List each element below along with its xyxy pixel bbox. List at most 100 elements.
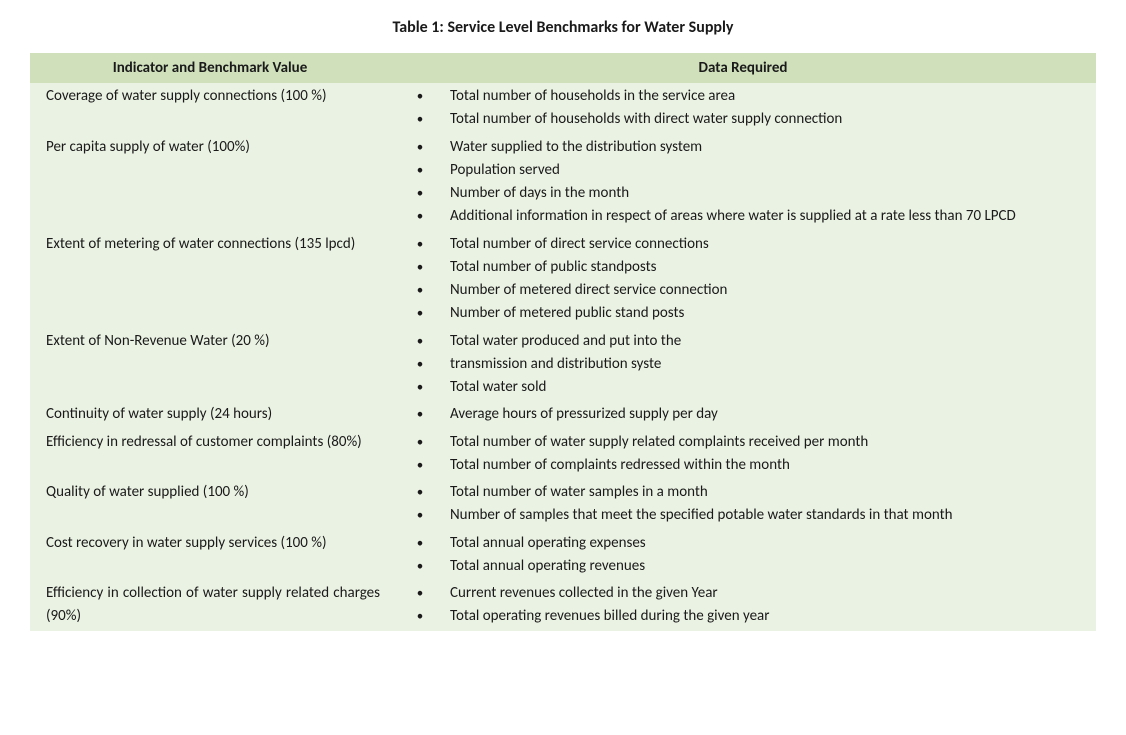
list-item-text: Average hours of pressurized supply per … <box>450 403 1086 426</box>
indicator-cell: Per capita supply of water (100%) <box>30 134 390 231</box>
list-item-text: Number of days in the month <box>450 182 1086 205</box>
indicator-cell: Quality of water supplied (100 %) <box>30 479 390 530</box>
data-required-list: •Total number of households in the servi… <box>390 85 1086 132</box>
bullet-icon: • <box>390 582 450 604</box>
bullet-icon: • <box>390 481 450 503</box>
table-header-row: Indicator and Benchmark Value Data Requi… <box>30 53 1096 83</box>
indicator-cell: Cost recovery in water supply services (… <box>30 530 390 581</box>
indicator-cell: Extent of Non-Revenue Water (20 %) <box>30 328 390 402</box>
list-item: •Total number of water samples in a mont… <box>390 481 1086 504</box>
list-item-text: Water supplied to the distribution syste… <box>450 136 1086 159</box>
list-item-text: transmission and distribution syste <box>450 353 1086 376</box>
data-required-list: •Total water produced and put into the•t… <box>390 330 1086 400</box>
list-item-text: Total water produced and put into the <box>450 330 1086 353</box>
table-row: Extent of Non-Revenue Water (20 %) •Total… <box>30 328 1096 402</box>
list-item: •Population served <box>390 159 1086 182</box>
data-required-cell: •Average hours of pressurized supply per… <box>390 401 1096 428</box>
table-row: Coverage of water supply connections (10… <box>30 83 1096 134</box>
data-required-cell: •Total annual operating expenses•Total a… <box>390 530 1096 581</box>
list-item-text: Total number of water supply related com… <box>450 431 1086 454</box>
data-required-cell: •Total number of water samples in a mont… <box>390 479 1096 530</box>
list-item-text: Number of metered public stand posts <box>450 302 1086 325</box>
indicator-cell: Efficiency in collection of water supply… <box>30 580 390 631</box>
bullet-icon: • <box>390 431 450 453</box>
indicator-cell: Continuity of water supply (24 hours) <box>30 401 390 428</box>
bullet-icon: • <box>390 532 450 554</box>
data-required-cell: •Current revenues collected in the given… <box>390 580 1096 631</box>
bullet-icon: • <box>390 85 450 107</box>
data-required-list: •Water supplied to the distribution syst… <box>390 136 1086 229</box>
indicator-cell: Extent of metering of water connections … <box>30 231 390 328</box>
list-item: •Total water sold <box>390 376 1086 399</box>
table-row: Efficiency in redressal of customer comp… <box>30 429 1096 480</box>
list-item-text: Number of samples that meet the specifie… <box>450 504 1086 527</box>
bullet-icon: • <box>390 136 450 158</box>
col-header-data: Data Required <box>390 53 1096 83</box>
table-row: Continuity of water supply (24 hours) •Av… <box>30 401 1096 428</box>
data-required-list: •Average hours of pressurized supply per… <box>390 403 1086 426</box>
bullet-icon: • <box>390 504 450 526</box>
list-item-text: Total operating revenues billed during t… <box>450 605 1086 628</box>
table-row: Extent of metering of water connections … <box>30 231 1096 328</box>
data-required-cell: •Total number of households in the servi… <box>390 83 1096 134</box>
data-required-cell: •Total number of water supply related co… <box>390 429 1096 480</box>
data-required-list: •Total annual operating expenses•Total a… <box>390 532 1086 579</box>
table-row: Efficiency in collection of water supply… <box>30 580 1096 631</box>
bullet-icon: • <box>390 454 450 476</box>
bullet-icon: • <box>390 159 450 181</box>
data-required-cell: •Total water produced and put into the•t… <box>390 328 1096 402</box>
bullet-icon: • <box>390 205 450 227</box>
data-required-list: •Current revenues collected in the given… <box>390 582 1086 629</box>
indicator-text: Extent of Non-Revenue Water (20 %) <box>46 330 380 353</box>
list-item: •Current revenues collected in the given… <box>390 582 1086 605</box>
list-item-text: Total annual operating revenues <box>450 555 1086 578</box>
bullet-icon: • <box>390 182 450 204</box>
list-item-text: Total number of water samples in a month <box>450 481 1086 504</box>
bullet-icon: • <box>390 605 450 627</box>
indicator-text: Cost recovery in water supply services (… <box>46 532 380 555</box>
bullet-icon: • <box>390 353 450 375</box>
indicator-text: Continuity of water supply (24 hours) <box>46 403 380 426</box>
list-item: •Number of metered direct service connec… <box>390 279 1086 302</box>
list-item-text: Population served <box>450 159 1086 182</box>
indicator-cell: Efficiency in redressal of customer comp… <box>30 429 390 480</box>
list-item-text: Total number of households in the servic… <box>450 85 1086 108</box>
indicator-text: Quality of water supplied (100 %) <box>46 481 380 504</box>
list-item: •Total water produced and put into the <box>390 330 1086 353</box>
table-title: Table 1: Service Level Benchmarks for Wa… <box>30 18 1096 37</box>
list-item: •Number of days in the month <box>390 182 1086 205</box>
list-item-text: Total number of households with direct w… <box>450 108 1086 131</box>
list-item-text: Total water sold <box>450 376 1086 399</box>
benchmarks-table: Indicator and Benchmark Value Data Requi… <box>30 53 1096 631</box>
data-required-list: •Total number of direct service connecti… <box>390 233 1086 326</box>
list-item: •Number of metered public stand posts <box>390 302 1086 325</box>
list-item: •Total number of water supply related co… <box>390 431 1086 454</box>
data-required-list: •Total number of water supply related co… <box>390 431 1086 478</box>
list-item: •Number of samples that meet the specifi… <box>390 504 1086 527</box>
bullet-icon: • <box>390 233 450 255</box>
list-item: •Total annual operating expenses <box>390 532 1086 555</box>
indicator-text: Per capita supply of water (100%) <box>46 136 380 159</box>
indicator-text: Efficiency in collection of water supply… <box>46 582 380 629</box>
bullet-icon: • <box>390 403 450 425</box>
bullet-icon: • <box>390 302 450 324</box>
indicator-text: Extent of metering of water connections … <box>46 233 380 256</box>
bullet-icon: • <box>390 108 450 130</box>
list-item: •Total operating revenues billed during … <box>390 605 1086 628</box>
bullet-icon: • <box>390 279 450 301</box>
list-item: •Total number of households with direct … <box>390 108 1086 131</box>
list-item: •Total annual operating revenues <box>390 555 1086 578</box>
list-item-text: Total annual operating expenses <box>450 532 1086 555</box>
list-item-text: Additional information in respect of are… <box>450 205 1086 228</box>
list-item: •Water supplied to the distribution syst… <box>390 136 1086 159</box>
list-item: •Total number of direct service connecti… <box>390 233 1086 256</box>
list-item-text: Number of metered direct service connect… <box>450 279 1086 302</box>
list-item: •Additional information in respect of ar… <box>390 205 1086 228</box>
list-item: •Average hours of pressurized supply per… <box>390 403 1086 426</box>
data-required-list: •Total number of water samples in a mont… <box>390 481 1086 528</box>
list-item-text: Current revenues collected in the given … <box>450 582 1086 605</box>
table-row: Per capita supply of water (100%)•Water … <box>30 134 1096 231</box>
list-item-text: Total number of direct service connectio… <box>450 233 1086 256</box>
table-body: Coverage of water supply connections (10… <box>30 83 1096 631</box>
table-row: Cost recovery in water supply services (… <box>30 530 1096 581</box>
